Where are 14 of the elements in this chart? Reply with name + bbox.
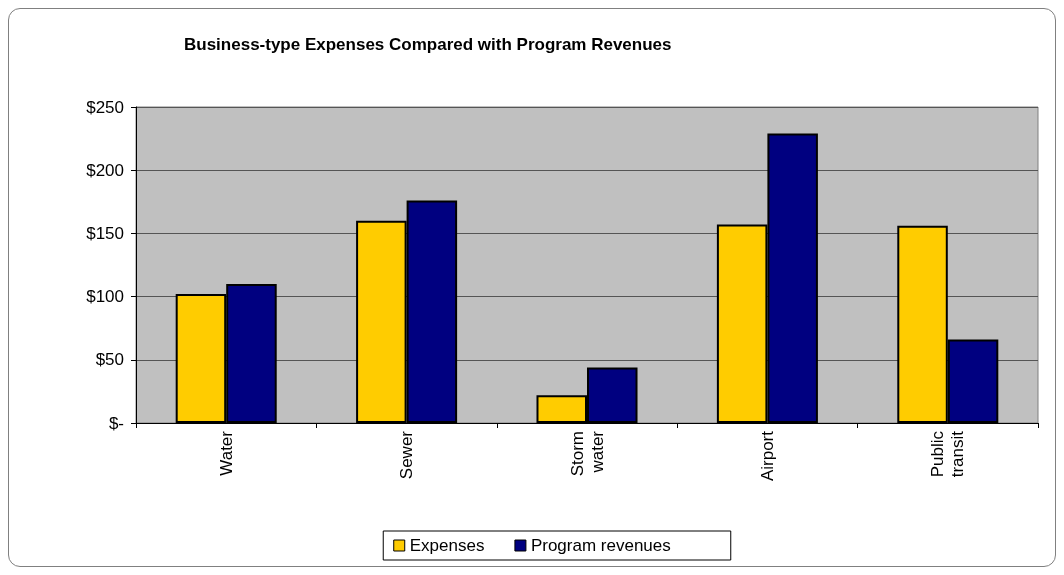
legend-label: Expenses (409, 536, 485, 555)
y-tick-label: $250 (86, 97, 124, 117)
y-tick-label: $50 (95, 350, 124, 370)
y-tick-label: $150 (86, 223, 124, 243)
x-tick-label: Storm water (567, 430, 607, 477)
y-tick-label: $100 (86, 287, 124, 307)
chart-title: Business-type Expenses Compared with Program Revenues (184, 35, 672, 54)
y-tick-label: $200 (86, 160, 124, 180)
x-tick-label: Sewer (397, 430, 417, 480)
x-tick-label: Airport (757, 430, 777, 482)
x-tick-label: Water (216, 430, 236, 476)
x-tick-label: Public transit (928, 430, 968, 478)
legend-label: Program revenues (530, 536, 671, 555)
y-tick-label: $- (108, 413, 124, 433)
